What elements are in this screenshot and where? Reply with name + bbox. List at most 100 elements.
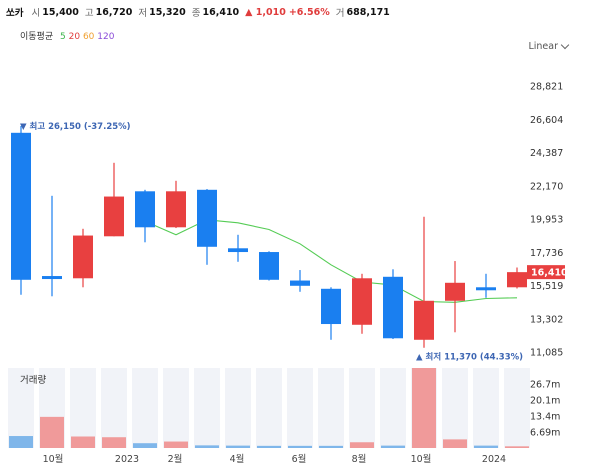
- x-tick-label: 4월: [230, 453, 245, 465]
- candle-body: [321, 288, 341, 325]
- candle-body: [104, 196, 124, 237]
- x-tick-label: 2024: [482, 454, 506, 465]
- x-tick-label: 2023: [115, 454, 139, 465]
- volume-column-bg: [318, 368, 344, 448]
- volume-bar: [474, 445, 498, 448]
- volume-column-bg: [101, 368, 127, 448]
- x-tick-label: 8월: [352, 453, 367, 465]
- y-tick-label: 22,170: [530, 181, 563, 192]
- y-tick-label: 24,387: [530, 148, 563, 159]
- candle: [135, 189, 155, 243]
- candle: [414, 216, 434, 348]
- volume-bar: [288, 445, 312, 448]
- x-tick-label: 10월: [411, 453, 432, 465]
- volume-bar: [102, 437, 126, 448]
- y-tick-label: 17,736: [530, 248, 563, 259]
- ma-5-label[interactable]: 5: [60, 32, 66, 42]
- candle: [507, 267, 527, 289]
- candle-body: [42, 276, 62, 280]
- volume-label: 거: [335, 8, 345, 19]
- volume-panel-title: 거래량: [20, 374, 46, 386]
- scale-mode-label: Linear: [528, 41, 558, 52]
- volume-bar: [9, 436, 33, 448]
- candle: [259, 251, 279, 281]
- volume-tick-label: 20.1m: [530, 395, 560, 406]
- volume-column-bg: [132, 368, 158, 448]
- x-tick-label: 10월: [43, 453, 64, 465]
- candle: [476, 273, 496, 298]
- candle-body: [383, 276, 403, 339]
- y-tick-label: 15,519: [530, 281, 563, 292]
- volume-bar: [257, 445, 281, 448]
- change-value: ▲ 1,010: [245, 6, 286, 18]
- open-label: 시: [31, 8, 41, 19]
- stock-header: 쏘카 시 15,400 고 16,720 저 15,320 종 16,410 ▲…: [6, 4, 396, 20]
- volume-column-bg: [163, 368, 189, 448]
- candle: [197, 189, 217, 265]
- volume-bar: [381, 445, 405, 448]
- ma-120-label[interactable]: 120: [97, 32, 115, 42]
- volume-bar: [40, 416, 64, 448]
- candle: [321, 287, 341, 340]
- candle-body: [445, 282, 465, 301]
- volume-column-bg: [8, 368, 34, 448]
- candle: [73, 228, 93, 288]
- y-tick-label: 28,821: [530, 82, 563, 93]
- candle: [352, 273, 372, 334]
- scale-selector[interactable]: Linear: [528, 40, 570, 52]
- volume-tick-label: 13.4m: [530, 411, 560, 422]
- volume-bar: [412, 368, 436, 448]
- candle-body: [290, 280, 310, 286]
- volume-bar: [195, 445, 219, 448]
- volume-column-bg: [287, 368, 313, 448]
- volume-bar: [319, 445, 343, 448]
- candle-body: [197, 189, 217, 247]
- volume-column-bg: [194, 368, 220, 448]
- ma-20-label[interactable]: 20: [68, 32, 81, 42]
- x-tick-label: 6월: [292, 453, 307, 465]
- candle-body: [414, 300, 434, 340]
- volume-bar: [133, 443, 157, 448]
- change-percent: +6.56%: [288, 6, 330, 18]
- last-price-tag-bg: [527, 265, 565, 280]
- low-value: 15,320: [149, 6, 186, 18]
- min-price-annotation: ▲ 최저 11,370 (44.33%): [416, 352, 523, 363]
- volume-column-bg: [380, 368, 406, 448]
- moving-average-title: 이동평균: [20, 32, 54, 42]
- candle: [383, 269, 403, 340]
- volume-column-bg: [256, 368, 282, 448]
- candle: [290, 270, 310, 292]
- candle-body: [259, 252, 279, 280]
- volume-tick-label: 26.7m: [530, 380, 560, 391]
- close-label: 종: [191, 8, 201, 19]
- volume-bar: [164, 441, 188, 448]
- candle: [166, 180, 186, 229]
- close-value: 16,410: [202, 6, 240, 18]
- volume-bar: [443, 439, 467, 448]
- y-tick-label: 13,302: [530, 314, 563, 325]
- high-label: 고: [84, 8, 94, 19]
- x-tick-label: 2월: [168, 453, 183, 465]
- candle-body: [11, 132, 31, 280]
- ma-60-label[interactable]: 60: [82, 32, 95, 42]
- volume-tick-label: 6.69m: [530, 427, 560, 438]
- y-tick-label: 26,604: [530, 115, 563, 126]
- candle-body: [507, 272, 527, 288]
- candle-body: [73, 235, 93, 279]
- moving-average-legend[interactable]: 이동평균 5 20 60 120: [20, 29, 114, 42]
- volume-bar: [505, 446, 529, 448]
- candle-body: [135, 191, 155, 228]
- volume-bar: [226, 445, 250, 448]
- volume-column-bg: [504, 368, 530, 448]
- candle: [42, 195, 62, 297]
- volume-column-bg: [70, 368, 96, 448]
- high-value: 16,720: [95, 6, 133, 18]
- volume-column-bg: [225, 368, 251, 448]
- candle-body: [166, 191, 186, 228]
- low-label: 저: [138, 8, 148, 19]
- volume-value: 688,171: [346, 6, 390, 18]
- volume-column-bg: [442, 368, 468, 448]
- last-price-tag: 16,410: [531, 268, 568, 279]
- volume-bar: [350, 442, 374, 448]
